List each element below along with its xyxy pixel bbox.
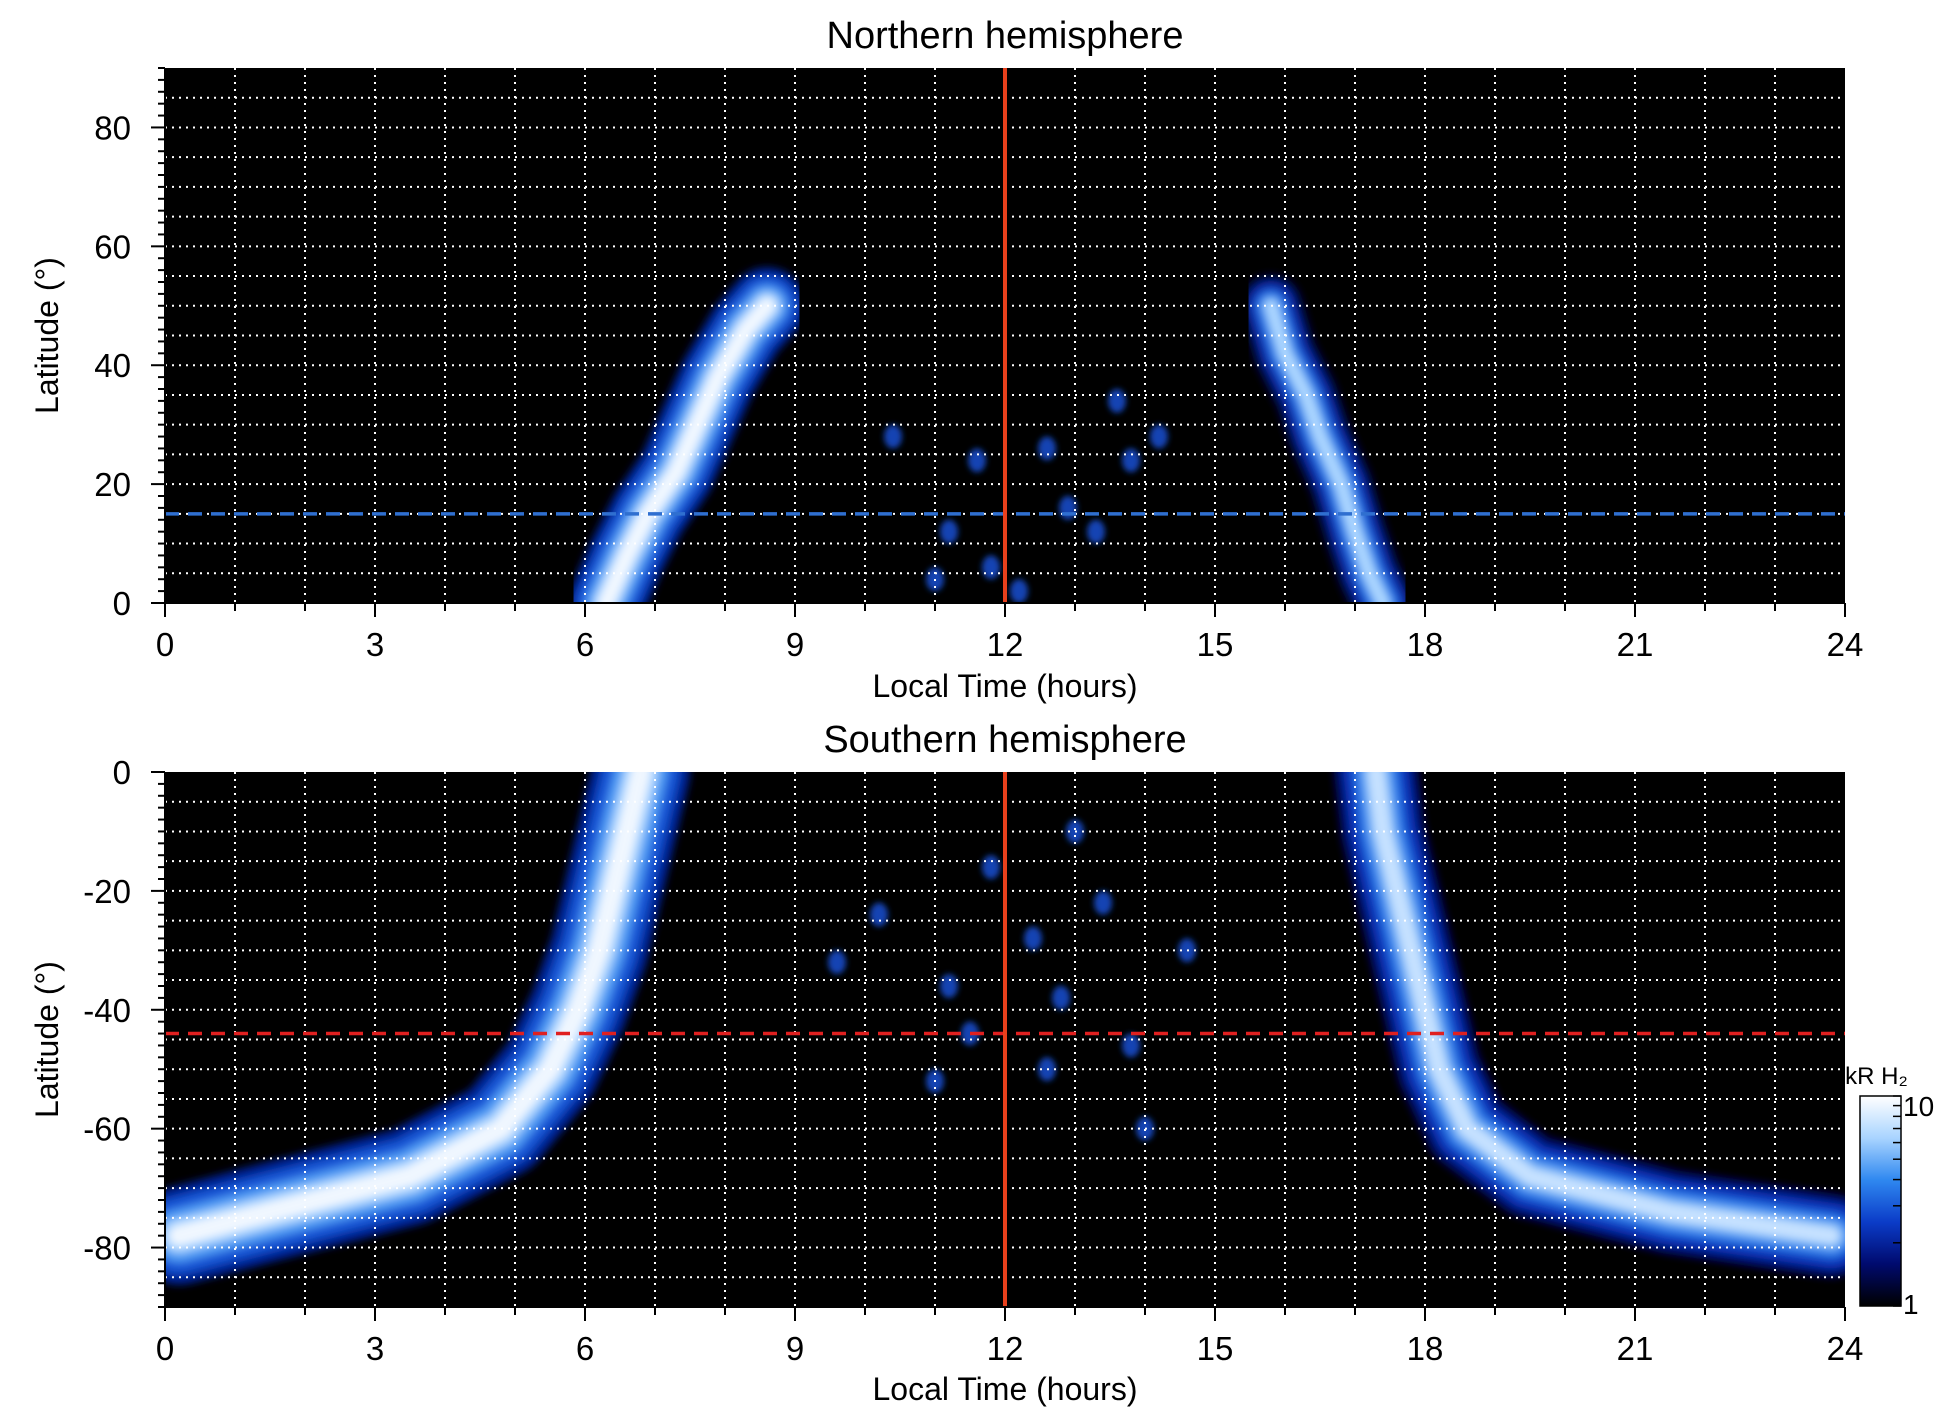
y-tick-label: 80 [94, 109, 131, 146]
x-tick-label: 6 [576, 626, 594, 663]
x-tick-label: 24 [1827, 1330, 1864, 1367]
noise-spot [1122, 1033, 1140, 1058]
y-tick-label: 20 [94, 466, 131, 503]
colorbar-ticks [1893, 1095, 1901, 1307]
y-tick-label: -20 [83, 873, 131, 910]
x-tick-label: 15 [1197, 1330, 1234, 1367]
noise-spot [982, 555, 1000, 580]
emission-layer-dawn-4 [598, 298, 775, 603]
noise-spot [982, 855, 1000, 880]
northern-hemisphere-panel: 0 3 6 9 12 15 18 21 24 0 20 40 60 80 Northern hemisph… [29, 15, 1863, 704]
northern-axes: 0 3 6 9 12 15 18 21 24 0 20 40 60 80 [94, 67, 1864, 663]
colorbar: kR H₂ 10 1 [1845, 1063, 1934, 1320]
x-tick-label: 9 [786, 626, 804, 663]
x-tick-label: 21 [1617, 1330, 1654, 1367]
y-tick-label: 40 [94, 347, 131, 384]
northern-x-axis-label: Local Time (hours) [873, 668, 1138, 704]
southern-hemisphere-panel: 0 3 6 9 12 15 18 21 24 0 -20 -40 -60 -80 Southern hem… [29, 719, 1863, 1407]
y-tick-label: 60 [94, 228, 131, 265]
noise-spot [1024, 926, 1042, 951]
x-tick-label: 21 [1617, 626, 1654, 663]
x-tick-label: 3 [366, 626, 384, 663]
x-tick-label: 12 [987, 626, 1024, 663]
y-tick-label: -60 [83, 1111, 131, 1148]
y-tick-label: -40 [83, 992, 131, 1029]
colorbar-max-label: 10 [1903, 1091, 1934, 1122]
x-tick-label: 18 [1407, 626, 1444, 663]
emission-layer-dusk-4 [1264, 299, 1390, 603]
x-tick-label: 3 [366, 1330, 384, 1367]
y-tick-label: -80 [83, 1230, 131, 1267]
x-tick-label: 6 [576, 1330, 594, 1367]
noise-spot [1010, 579, 1028, 603]
colorbar-gradient [1859, 1095, 1902, 1307]
southern-axes: 0 3 6 9 12 15 18 21 24 0 -20 -40 -60 -80 [83, 754, 1863, 1367]
noise-spot [828, 950, 846, 975]
noise-spot [1038, 436, 1056, 461]
northern-reference-lines [165, 68, 1845, 603]
x-tick-label: 15 [1197, 626, 1234, 663]
emission-band-dusk [1239, 274, 1415, 603]
x-tick-label: 12 [987, 1330, 1024, 1367]
x-tick-label: 24 [1827, 626, 1864, 663]
noise-spot [940, 519, 958, 544]
northern-emission [567, 267, 1415, 603]
y-tick-label: 0 [113, 585, 131, 622]
noise-spot [1087, 519, 1105, 544]
colorbar-min-label: 1 [1903, 1289, 1919, 1320]
noise-spot [1150, 424, 1168, 449]
noise-spot [940, 974, 958, 998]
colorbar-label: kR H₂ [1845, 1063, 1908, 1090]
noise-spot [1122, 448, 1140, 473]
noise-spot [884, 424, 902, 449]
southern-title: Southern hemisphere [823, 719, 1186, 761]
southern-grid [165, 772, 1845, 1307]
northern-y-axis-label: Latitude (°) [29, 257, 65, 414]
noise-spot [870, 902, 888, 927]
noise-spot [1108, 388, 1126, 413]
x-tick-label: 9 [786, 1330, 804, 1367]
x-tick-label: 18 [1407, 1330, 1444, 1367]
x-tick-label: 0 [156, 626, 174, 663]
southern-y-axis-label: Latitude (°) [29, 961, 65, 1118]
y-tick-label: 0 [113, 754, 131, 791]
noise-spot [1094, 890, 1112, 915]
northern-title: Northern hemisphere [827, 15, 1184, 57]
southern-reference-lines [165, 772, 1845, 1307]
noise-spot [1052, 985, 1070, 1010]
emission-band-dawn [567, 267, 806, 603]
southern-x-axis-label: Local Time (hours) [873, 1371, 1138, 1407]
x-tick-label: 0 [156, 1330, 174, 1367]
noise-spot [968, 448, 986, 473]
